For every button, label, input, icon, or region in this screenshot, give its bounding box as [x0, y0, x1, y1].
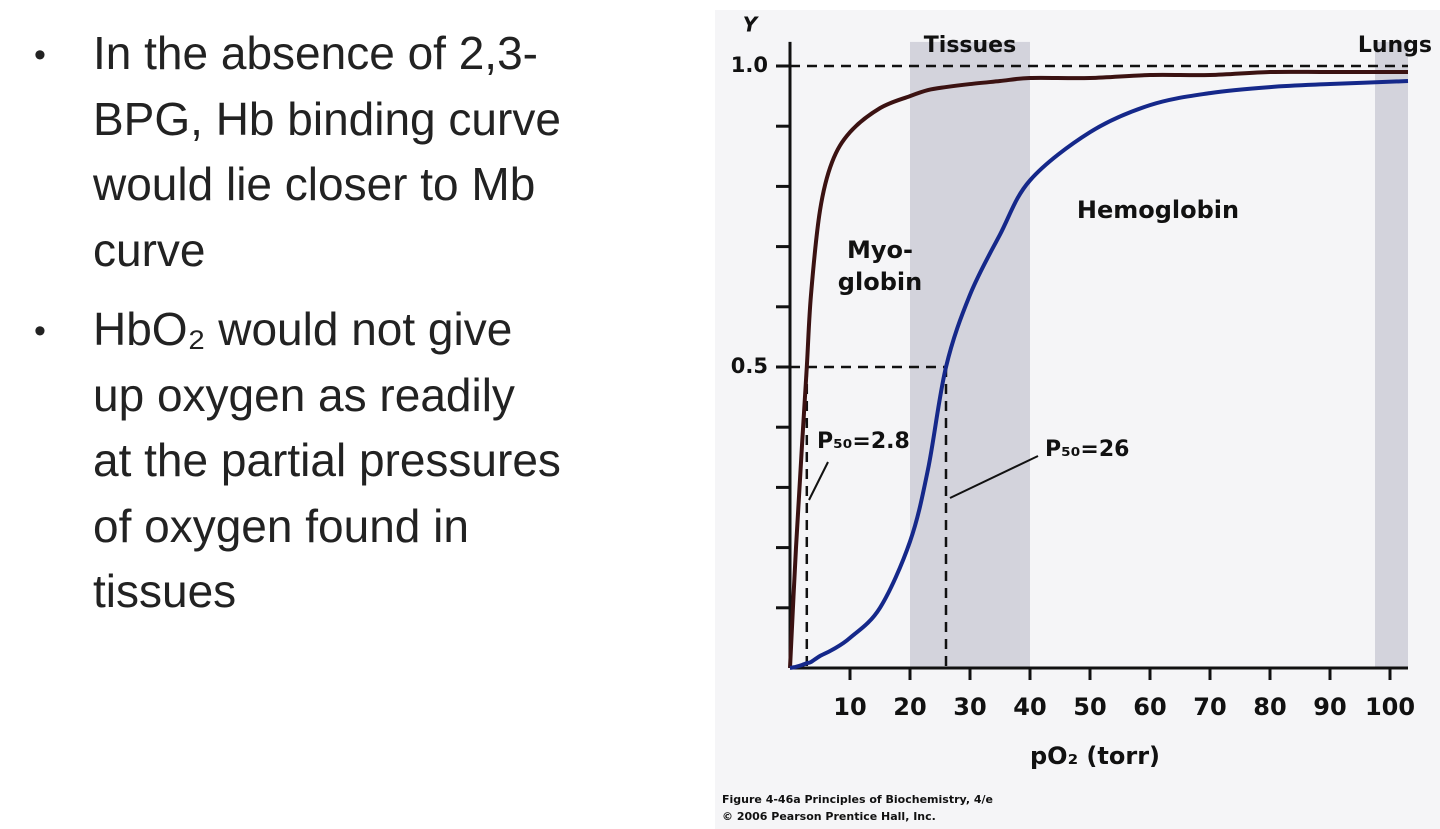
bullet-text: curve — [93, 223, 206, 276]
bullet-dot: • — [34, 36, 46, 74]
bullet-text: HbO₂ would not give — [93, 303, 513, 355]
x-axis-label: pO₂ (torr) — [1030, 742, 1160, 770]
bullet-text: at the partial pressures — [93, 434, 561, 486]
x-tick-label: 60 — [1133, 693, 1166, 721]
p50-label: P₅₀=26 — [1045, 437, 1129, 462]
p50-label: P₅₀=2.8 — [817, 429, 910, 454]
band-label: Lungs — [1358, 33, 1432, 58]
y-axis-label: Y — [743, 13, 760, 37]
x-tick-label: 50 — [1073, 693, 1106, 721]
region-band — [910, 41, 1030, 669]
x-tick-label: 20 — [893, 693, 926, 721]
y-tick-label: 0.5 — [731, 354, 768, 378]
bullet-text: In the absence of 2,3- — [93, 27, 538, 79]
bullet-text: would lie closer to Mb — [93, 158, 536, 210]
bullet-text: BPG, Hb binding curve — [93, 92, 561, 145]
x-tick-label: 30 — [953, 693, 986, 721]
bullet-text: of oxygen found in — [93, 499, 469, 552]
x-tick-label: 70 — [1193, 693, 1226, 721]
y-tick-label: 1.0 — [731, 53, 768, 77]
series-label: Hemoglobin — [1077, 196, 1239, 224]
region-band — [1375, 41, 1408, 669]
curve — [789, 79, 1409, 670]
bullet-text: tissues — [93, 565, 237, 617]
x-tick-label: 80 — [1253, 693, 1286, 721]
bullet-dot: • — [34, 312, 46, 350]
x-tick-label: 10 — [833, 693, 866, 721]
series-label: globin — [838, 268, 922, 296]
bullet-text: up oxygen as readily — [93, 368, 515, 421]
series-label: Myo- — [847, 236, 913, 264]
x-tick-label: 40 — [1013, 693, 1046, 721]
figure-credit: © 2006 Pearson Prentice Hall, Inc. — [722, 810, 936, 823]
leader-line — [949, 455, 1039, 499]
figure-credit: Figure 4-46a Principles of Biochemistry,… — [722, 793, 993, 806]
leader-line — [808, 461, 829, 501]
chart-background — [715, 10, 1440, 829]
x-tick-label: 100 — [1365, 693, 1415, 721]
x-tick-label: 90 — [1313, 693, 1346, 721]
curve — [788, 69, 1408, 669]
band-label: Tissues — [924, 33, 1016, 58]
